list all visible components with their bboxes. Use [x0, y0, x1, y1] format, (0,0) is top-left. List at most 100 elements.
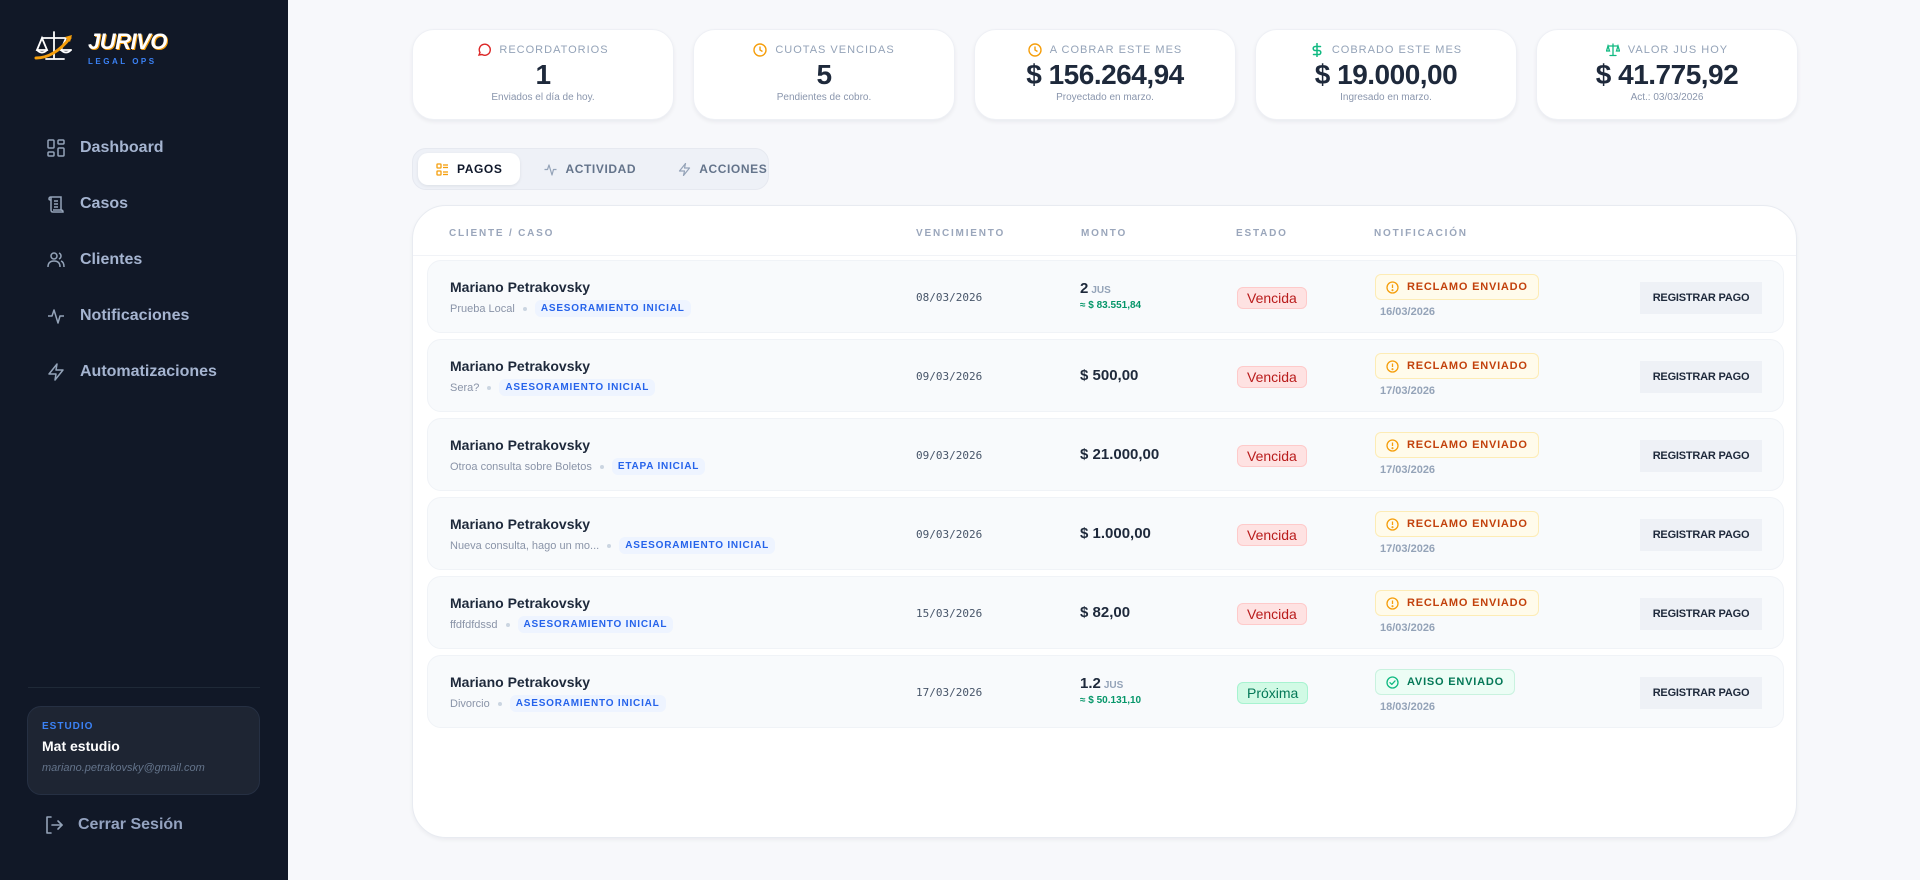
notification-badge: RECLAMO ENVIADO [1375, 432, 1539, 458]
sidebar-item-casos[interactable]: Casos [28, 176, 264, 232]
column-header-estado: ESTADO [1236, 228, 1288, 239]
alert-circle-icon [1386, 438, 1399, 452]
sidebar-item-automatizaciones[interactable]: Automatizaciones [28, 344, 264, 400]
dollar-icon [1310, 43, 1324, 57]
sidebar-item-label: Automatizaciones [80, 363, 217, 380]
studio-name: Mat estudio [42, 738, 120, 754]
due-date: 09/03/2026 [916, 370, 983, 383]
register-payment-button[interactable]: REGISTRAR PAGO [1640, 598, 1762, 630]
case-name: Divorcio [450, 697, 490, 710]
brand-tagline: LEGAL OPS [88, 56, 157, 66]
clock-icon [1028, 43, 1042, 57]
notification-date: 18/03/2026 [1380, 701, 1436, 713]
tab-label: PAGOS [457, 162, 503, 176]
status-badge: Vencida [1237, 524, 1307, 546]
tab-actividad[interactable]: ACTIVIDAD [526, 153, 654, 185]
stat-label: A COBRAR ESTE MES [1049, 44, 1183, 56]
alert-circle-icon [1386, 517, 1399, 531]
notification-date: 17/03/2026 [1380, 464, 1436, 476]
due-date: 09/03/2026 [916, 449, 983, 462]
stage-badge: ASESORAMIENTO INICIAL [499, 379, 656, 396]
table-row[interactable]: Mariano Petrakovsky Divorcio ASESORAMIEN… [427, 655, 1784, 728]
register-payment-button[interactable]: REGISTRAR PAGO [1640, 361, 1762, 393]
client-name: Mariano Petrakovsky [450, 358, 591, 374]
zap-icon [46, 362, 66, 382]
separator-dot [497, 701, 502, 706]
stat-value: $ 19.000,00 [1314, 59, 1458, 90]
amount-approx: ≈ $ 83.551,84 [1080, 300, 1142, 311]
dashboard-grid-icon [46, 138, 66, 158]
zap-icon [679, 162, 691, 176]
case-name: Otroa consulta sobre Boletos [450, 460, 592, 473]
notification-badge: RECLAMO ENVIADO [1375, 590, 1539, 616]
amount: $ 21.000,00 [1080, 446, 1160, 463]
notification-label: AVISO ENVIADO [1407, 676, 1504, 688]
client-name: Mariano Petrakovsky [450, 279, 591, 295]
sidebar-item-label: Clientes [80, 251, 143, 268]
tab-pagos[interactable]: PAGOS [418, 153, 521, 185]
sidebar-item-dashboard[interactable]: Dashboard [28, 120, 264, 176]
stage-badge: ASESORAMIENTO INICIAL [517, 616, 674, 633]
logout-label: Cerrar Sesión [78, 816, 183, 833]
check-circle-icon [1386, 675, 1399, 689]
stat-value: 1 [535, 59, 551, 90]
notification-badge: RECLAMO ENVIADO [1375, 511, 1539, 537]
separator-dot [599, 464, 604, 469]
separator-dot [505, 622, 510, 627]
scales-logo-icon [34, 31, 72, 60]
client-name: Mariano Petrakovsky [450, 516, 591, 532]
users-icon [46, 250, 66, 270]
column-header-monto: MONTO [1081, 228, 1128, 239]
register-payment-button[interactable]: REGISTRAR PAGO [1640, 440, 1762, 472]
brand-logo[interactable]: JURIVO LEGAL OPS [34, 28, 167, 68]
status-badge: Vencida [1237, 287, 1307, 309]
due-date: 15/03/2026 [916, 607, 983, 620]
studio-label: ESTUDIO [42, 721, 94, 732]
alert-circle-icon [1386, 280, 1399, 294]
register-payment-button[interactable]: REGISTRAR PAGO [1640, 282, 1762, 314]
sidebar-item-clientes[interactable]: Clientes [28, 232, 264, 288]
notification-label: RECLAMO ENVIADO [1407, 439, 1528, 451]
column-header-notificacion: NOTIFICACIÓN [1374, 228, 1468, 239]
amount-unit: JUS [1103, 680, 1124, 691]
tab-bar: PAGOS ACTIVIDAD ACCIONES [412, 148, 769, 190]
notification-date: 17/03/2026 [1380, 385, 1436, 397]
amount: $ 500,00 [1080, 367, 1139, 384]
tab-acciones[interactable]: ACCIONES [660, 153, 785, 185]
register-payment-button[interactable]: REGISTRAR PAGO [1640, 519, 1762, 551]
stat-sub: Enviados el día de hoy. [491, 92, 595, 103]
stat-value: $ 41.775,92 [1595, 59, 1739, 90]
case-name: Prueba Local [450, 302, 515, 315]
table-row[interactable]: Mariano Petrakovsky Otroa consulta sobre… [427, 418, 1784, 491]
sidebar-item-label: Dashboard [80, 139, 164, 156]
logout-button[interactable]: Cerrar Sesión [44, 815, 183, 835]
client-name: Mariano Petrakovsky [450, 674, 591, 690]
stat-card-cobrado: COBRADO ESTE MES $ 19.000,00 Ingresado e… [1255, 29, 1517, 120]
stat-value: 5 [816, 59, 832, 90]
stat-sub: Pendientes de cobro. [776, 92, 872, 103]
table-row[interactable]: Mariano Petrakovsky Prueba Local ASESORA… [427, 260, 1784, 333]
tab-label: ACTIVIDAD [565, 162, 637, 176]
sidebar-item-label: Notificaciones [80, 307, 190, 324]
table-row[interactable]: Mariano Petrakovsky Nueva consulta, hago… [427, 497, 1784, 570]
column-header-vencimiento: VENCIMIENTO [916, 228, 1006, 239]
stat-sub: Ingresado en marzo. [1340, 92, 1432, 103]
register-payment-button[interactable]: REGISTRAR PAGO [1640, 677, 1762, 709]
stat-label: RECORDATORIOS [499, 44, 609, 56]
sidebar-item-notificaciones[interactable]: Notificaciones [28, 288, 264, 344]
studio-email: mariano.petrakovsky@gmail.com [42, 762, 205, 774]
notification-label: RECLAMO ENVIADO [1407, 518, 1528, 530]
table-row[interactable]: Mariano Petrakovsky Sera? ASESORAMIENTO … [427, 339, 1784, 412]
case-name: ffdfdfdssd [450, 618, 498, 631]
alert-circle-icon [1386, 359, 1399, 373]
stat-label: CUOTAS VENCIDAS [775, 44, 895, 56]
stats-row: RECORDATORIOS 1 Enviados el día de hoy. … [412, 29, 1798, 120]
activity-icon [46, 306, 66, 326]
due-date: 09/03/2026 [916, 528, 983, 541]
notification-label: RECLAMO ENVIADO [1407, 360, 1528, 372]
stage-badge: ASESORAMIENTO INICIAL [534, 300, 691, 317]
scale-icon [1605, 43, 1620, 57]
notification-badge: RECLAMO ENVIADO [1375, 353, 1539, 379]
logout-icon [46, 816, 63, 834]
table-row[interactable]: Mariano Petrakovsky ffdfdfdssd ASESORAMI… [427, 576, 1784, 649]
